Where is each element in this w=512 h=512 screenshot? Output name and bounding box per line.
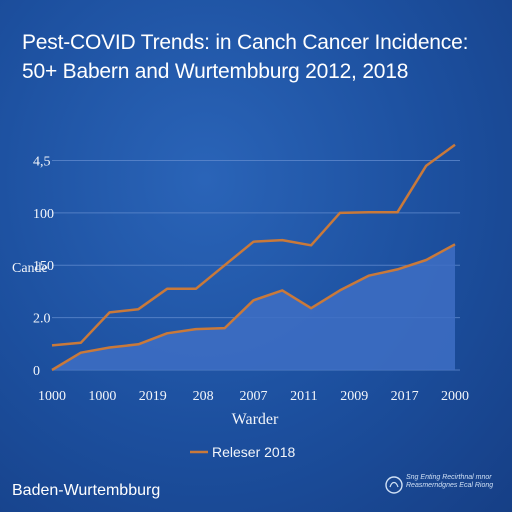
footer-region-label: Baden-Wurtembburg: [12, 482, 161, 499]
y-tick-label: 150: [33, 259, 54, 274]
legend: Releser 2018: [190, 444, 295, 460]
x-tick-label: 208: [193, 389, 214, 404]
seal-icon: [385, 476, 403, 494]
x-tick-label: 2007: [240, 389, 268, 404]
series-layer: [51, 143, 456, 372]
institution-logo: Sng Enting Recirthnal mnor Reasmerndgnes…: [384, 474, 500, 500]
y-tick-label: 0: [33, 364, 40, 379]
x-tick-label: 2017: [391, 389, 419, 404]
logo-text: Sng Enting Recirthnal mnor Reasmerndgnes…: [406, 474, 494, 489]
chart-title: Pest-COVID Trends: in Canch Cancer Incid…: [22, 31, 469, 83]
x-axis-label: Warder: [232, 411, 279, 428]
x-tick-label: 1000: [88, 389, 116, 404]
series-area-1: [52, 244, 455, 370]
x-tick-label: 2000: [441, 389, 469, 404]
x-tick-label: 2009: [340, 389, 368, 404]
x-tick-label: 2019: [139, 389, 167, 404]
series-line-1: [51, 243, 456, 372]
legend-label: Releser 2018: [212, 444, 295, 460]
series-line-0: [51, 143, 456, 347]
x-tick-label: 1000: [38, 389, 66, 404]
y-tick-label: 4,5: [33, 154, 51, 169]
x-tick-label: 2011: [290, 389, 317, 404]
y-axis-label: Cande: [12, 261, 48, 276]
y-tick-label: 100: [33, 207, 54, 222]
y-tick-labels: 4,5 100 150 2.0 0: [33, 154, 54, 379]
x-tick-labels: 1000 1000 2019 208 2007 2011 2009 2017 2000: [38, 389, 469, 404]
y-tick-label: 2.0: [33, 312, 51, 327]
